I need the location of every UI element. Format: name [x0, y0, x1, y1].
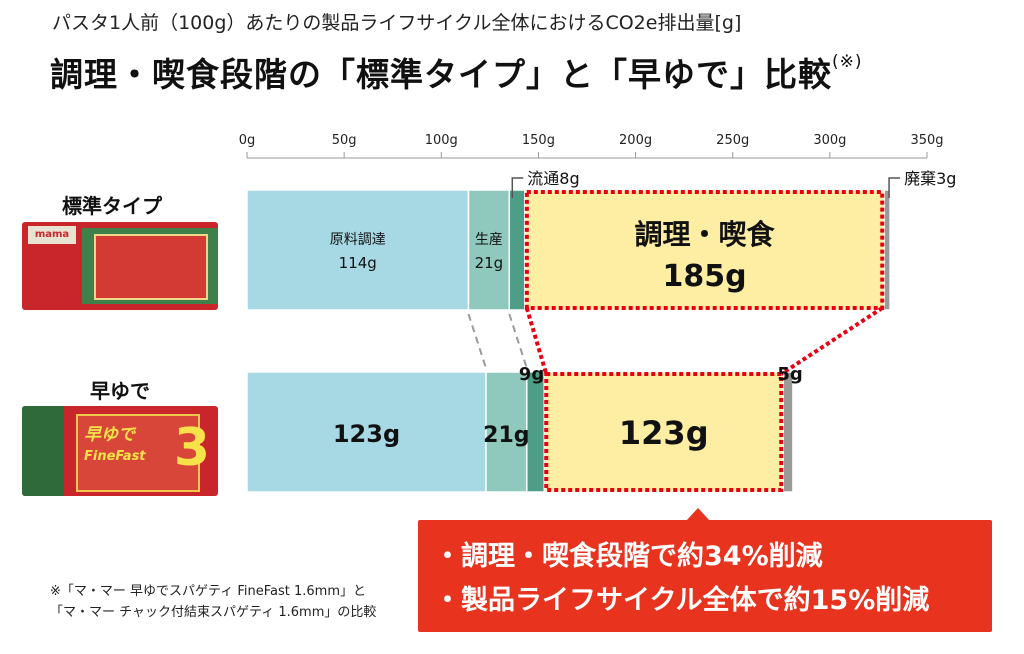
- cooking-value-label: 185g: [662, 259, 746, 294]
- distribution-leader-line: [511, 177, 524, 198]
- callout-pointer: [686, 508, 710, 521]
- bar-segment: [246, 189, 470, 311]
- x-tick-label: 200g: [619, 133, 652, 148]
- bar-segment: [524, 189, 886, 311]
- material-label: 原料調達: [330, 232, 386, 248]
- cooking-highlight-connector: [524, 307, 549, 375]
- bar-segment: [508, 189, 526, 311]
- row-connector-line: [467, 313, 487, 369]
- x-tick-label: 50g: [332, 133, 357, 148]
- waste-label: 5g: [777, 364, 802, 385]
- reduction-callout: ・調理・喫食段階で約34%削減 ・製品ライフサイクル全体で約15%削減: [418, 520, 992, 632]
- hayayude-logo: 早ゆで FineFast: [84, 425, 146, 464]
- bar-segment: [467, 189, 511, 311]
- x-tick-label: 0g: [239, 133, 256, 148]
- distribution-label: 9g: [519, 364, 544, 385]
- bar-segment: [782, 371, 794, 493]
- quick-package-image: 早ゆで FineFast 3: [22, 406, 218, 496]
- bar-segment: [883, 189, 891, 311]
- material-value-label: 114g: [339, 254, 377, 272]
- material-value-label: 123g: [333, 420, 400, 448]
- footnote-line-1: ※「マ・マー 早ゆでスパゲティ FineFast 1.6mm」と: [50, 584, 367, 599]
- cooking-label: 調理・喫食: [635, 218, 776, 251]
- mama-logo: mama: [28, 226, 76, 244]
- row-label-standard: 標準タイプ: [62, 194, 162, 218]
- bar-segment: [485, 371, 528, 493]
- x-tick-label: 100g: [425, 133, 458, 148]
- three-minute-digit: 3: [173, 418, 211, 478]
- footnote-line-2: 「マ・マー チャック付結束スパゲティ 1.6mm」の比較: [50, 605, 377, 620]
- waste-leader-line: [888, 177, 901, 198]
- x-tick-label: 150g: [522, 133, 555, 148]
- production-label: 生産: [475, 232, 503, 248]
- row-connector-line: [508, 313, 528, 369]
- chart-title: 調理・喫食段階の「標準タイプ」と「早ゆで」比較(※): [50, 48, 863, 96]
- bar-segment: [543, 371, 784, 493]
- cooking-value-label: 123g: [619, 414, 709, 452]
- title-note-mark: (※): [832, 52, 863, 72]
- cooking-highlight-border: [524, 190, 885, 310]
- x-tick-label: 250g: [716, 133, 749, 148]
- standard-package-image: mama: [22, 222, 218, 310]
- cooking-highlight-connector: [780, 306, 884, 376]
- distribution-label: 流通8g: [527, 169, 579, 188]
- callout-line-lifecycle: ・製品ライフサイクル全体で約15%削減: [434, 585, 930, 616]
- production-value-label: 21g: [483, 423, 529, 448]
- chart-subtitle: パスタ1人前（100g）あたりの製品ライフサイクル全体におけるCO2e排出量[g…: [52, 12, 742, 34]
- x-tick-label: 300g: [813, 133, 846, 148]
- chart-title-text: 調理・喫食段階の「標準タイプ」と「早ゆで」比較: [50, 55, 832, 94]
- waste-label: 廃棄3g: [904, 169, 956, 188]
- production-value-label: 21g: [475, 254, 504, 272]
- x-tick-label: 350g: [910, 133, 943, 148]
- callout-line-cooking: ・調理・喫食段階で約34%削減: [434, 541, 823, 572]
- row-label-quick: 早ゆで: [90, 379, 150, 403]
